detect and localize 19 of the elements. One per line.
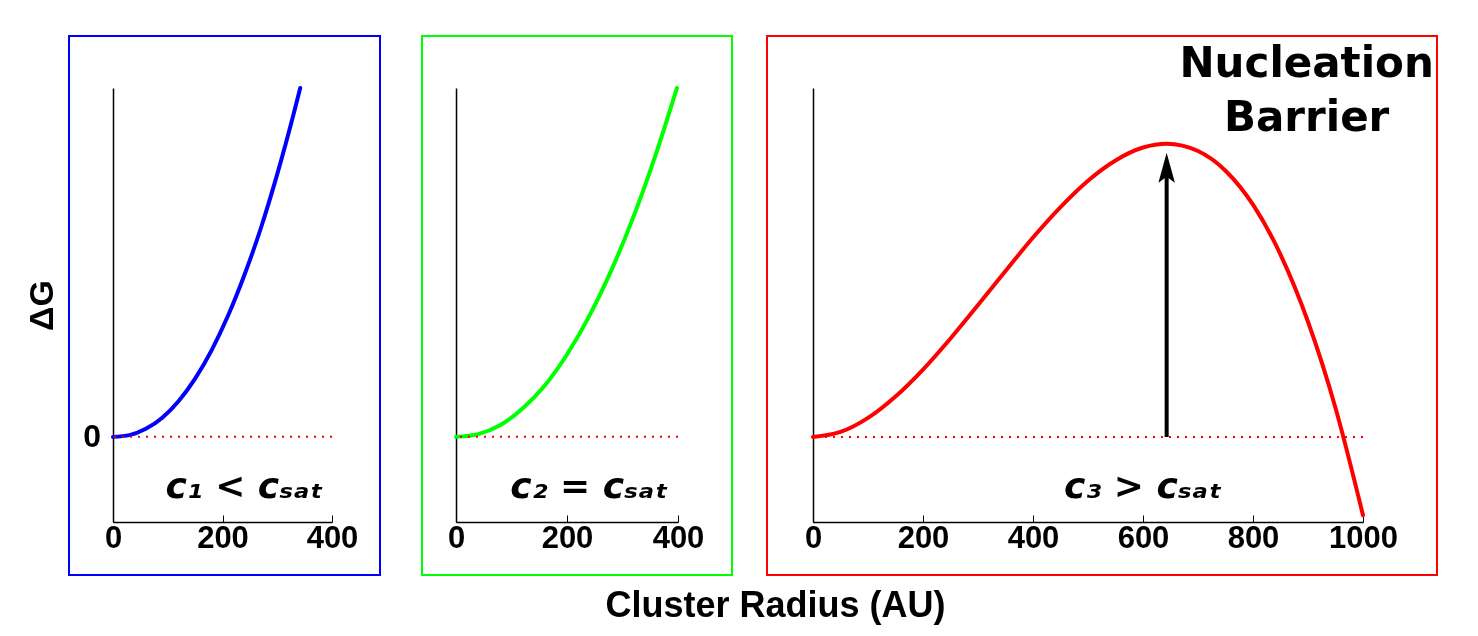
x-tick-label: 1000 — [1329, 519, 1398, 555]
annotation: Nucleation Barrier — [1179, 37, 1434, 141]
x-tick-label: 800 — [1227, 519, 1280, 555]
x-tick-label: 400 — [306, 519, 359, 555]
text: c₁ < cₛₐₜ — [165, 465, 324, 507]
text: c₂ = cₛₐₜ — [510, 465, 669, 507]
ref-line-label: 0 — [83, 417, 101, 454]
y-axis-title: ΔG — [21, 280, 60, 331]
x-tick-label: 400 — [1007, 519, 1060, 555]
x-axis-title: Cluster Radius (AU) — [605, 583, 946, 625]
annotation: c₃ > cₛₐₜ — [1064, 465, 1222, 507]
x-tick-label: 400 — [652, 519, 705, 555]
x-tick-label: 200 — [897, 519, 950, 555]
x-tick-label: 0 — [804, 519, 823, 555]
x-tick-label: 600 — [1117, 519, 1170, 555]
x-tick-label: 200 — [197, 519, 249, 555]
x-tick-label: 0 — [447, 519, 466, 555]
x-tick-label: 200 — [541, 519, 594, 555]
x-tick-label: 0 — [104, 519, 123, 555]
